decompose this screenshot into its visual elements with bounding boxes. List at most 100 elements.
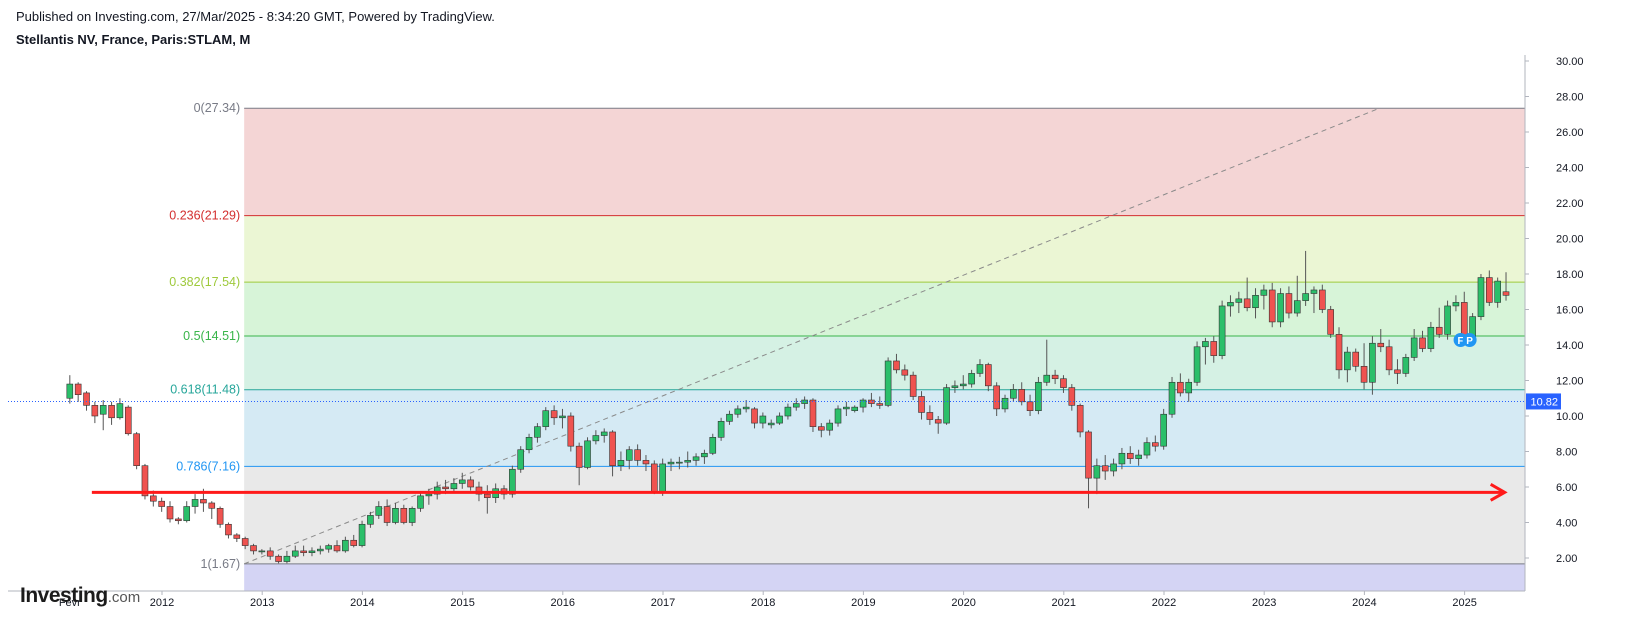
candle — [1252, 288, 1259, 319]
candle-body — [959, 383, 967, 387]
candle — [333, 540, 341, 553]
candle — [1402, 353, 1410, 377]
candle-body — [659, 463, 666, 493]
candle-body — [1160, 413, 1167, 447]
marker-p-label: P — [1466, 336, 1473, 347]
candle-body — [642, 460, 650, 465]
candle-body — [333, 545, 341, 552]
candle — [993, 382, 1000, 416]
candle — [250, 543, 257, 555]
candle-body — [467, 479, 474, 488]
fib-trend-line — [243, 107, 1380, 565]
price-tick-label: 2.00 — [1556, 553, 1577, 565]
candle — [1477, 274, 1485, 321]
candle — [1360, 343, 1368, 390]
candle — [918, 391, 925, 420]
candle-body — [425, 493, 433, 497]
candle-body — [976, 364, 984, 374]
candle-body — [909, 374, 917, 397]
candle-body — [1502, 291, 1510, 296]
candle — [684, 451, 692, 468]
candle-body — [884, 360, 892, 406]
candle — [550, 405, 558, 425]
candle-body — [1168, 381, 1176, 415]
candle — [617, 451, 625, 472]
candle — [801, 396, 808, 409]
candle-body — [968, 373, 975, 385]
candle — [968, 369, 975, 388]
candle — [701, 449, 708, 464]
candle-body — [158, 500, 165, 507]
candle — [692, 453, 700, 466]
candle-body — [1193, 346, 1201, 383]
candle-body — [250, 545, 257, 552]
candle-body — [534, 426, 541, 438]
candle-body — [559, 415, 566, 419]
candle-body — [1477, 277, 1485, 317]
candle-body — [859, 399, 867, 408]
candle — [367, 511, 374, 528]
candle-body — [851, 406, 859, 411]
candle-body — [717, 421, 725, 438]
candle-body — [475, 486, 483, 495]
price-tick-label: 12.00 — [1556, 376, 1584, 388]
candle — [592, 430, 600, 445]
candle — [1210, 336, 1218, 363]
candle-body — [834, 408, 842, 424]
candle-body — [133, 433, 140, 467]
candle — [216, 506, 224, 528]
candle-body — [1001, 397, 1009, 410]
candle — [266, 547, 274, 560]
candle-body — [600, 431, 608, 436]
candle — [133, 431, 140, 470]
candle — [1168, 376, 1176, 418]
price-tick-label: 28.00 — [1556, 92, 1584, 104]
fibonacci-retracement: 0(27.34) 0.236(21.29) 0.382(17.54) 0.5(14.5… — [169, 101, 1525, 591]
time-tick-label: 2013 — [250, 597, 274, 609]
candle-body — [275, 555, 282, 562]
fib-label-0.5: 0.5(14.51) — [183, 329, 240, 343]
candle — [575, 442, 583, 486]
candle-body — [1143, 442, 1151, 456]
candle — [1177, 373, 1184, 397]
candle — [534, 423, 541, 443]
candle — [183, 501, 191, 523]
candle-body — [1243, 298, 1251, 309]
candle — [350, 534, 358, 548]
candle-body — [567, 415, 575, 447]
candle — [1243, 277, 1251, 312]
candle-body — [383, 506, 391, 523]
candle-body — [709, 436, 717, 454]
price-tick-label: 22.00 — [1556, 198, 1584, 210]
candle-body — [1402, 357, 1410, 374]
candle — [1319, 284, 1326, 314]
candle-body — [200, 499, 207, 504]
candle-body — [91, 405, 99, 417]
candle-body — [751, 408, 758, 424]
candle-body — [1427, 326, 1435, 349]
candle — [609, 430, 616, 477]
price-tick-label: 14.00 — [1556, 340, 1584, 352]
candle — [1001, 394, 1009, 413]
candle — [851, 405, 859, 413]
candle — [300, 545, 307, 557]
candle — [141, 463, 149, 500]
candle-body — [225, 523, 232, 536]
candle-body — [1369, 342, 1376, 383]
candle — [1218, 300, 1226, 360]
candle-body — [1051, 374, 1059, 380]
candle-body — [108, 405, 115, 419]
candle — [175, 517, 182, 525]
candle-body — [951, 385, 959, 388]
candle-body — [208, 502, 216, 509]
candle — [909, 371, 917, 401]
candle — [1394, 359, 1401, 385]
candle — [1260, 284, 1268, 310]
candle-body — [375, 506, 383, 516]
time-tick-label: 2022 — [1152, 597, 1176, 609]
candle — [1152, 435, 1159, 452]
candle-body — [1093, 465, 1101, 479]
candle — [1101, 455, 1109, 480]
candle — [1135, 449, 1142, 466]
candle-body — [358, 523, 366, 546]
